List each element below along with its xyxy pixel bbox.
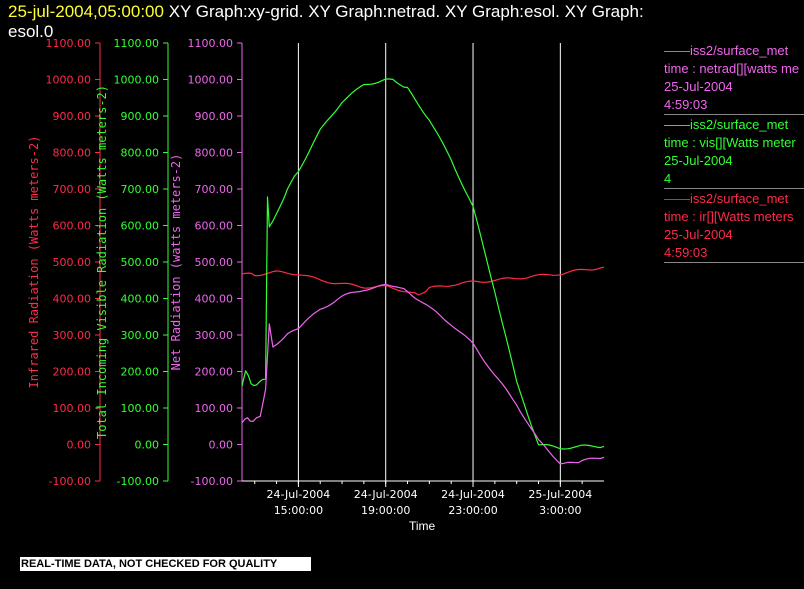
timestamp: 25-jul-2004,05:00:00 xyxy=(8,2,164,21)
y-tick-label: -100.00 xyxy=(191,475,233,488)
y-tick-label: 900.00 xyxy=(195,110,234,123)
series-ir-line xyxy=(241,266,605,296)
x-tick-label-time: 19:00:00 xyxy=(361,504,410,517)
legend-entry-vis: ——iss2/surface_met time : vis[][Watts me… xyxy=(664,116,804,189)
y-tick-label: 900.00 xyxy=(53,110,92,123)
legend-variable: time : netrad[][watts me xyxy=(664,61,800,76)
y-tick-label: 1000.00 xyxy=(46,74,92,87)
y-tick-label: 300.00 xyxy=(53,329,92,342)
y-tick-label: 200.00 xyxy=(53,366,92,379)
y-tick-label: 0.00 xyxy=(67,439,92,452)
legend-time: 4:59:03 xyxy=(664,245,708,260)
graph-title-line2: esol.0 xyxy=(8,22,54,41)
y-tick-label: -100.00 xyxy=(49,475,91,488)
x-tick-label-time: 3:00:00 xyxy=(539,504,581,517)
series-vis-line xyxy=(241,78,605,450)
y-tick-label: 600.00 xyxy=(53,220,92,233)
graph-title: 25-jul-2004,05:00:00 XY Graph:xy-grid. X… xyxy=(8,2,788,42)
y-axis-label-0: Infrared Radiation (Watts meters-2) xyxy=(27,136,41,389)
legend-time: 4:59:03 xyxy=(664,97,708,112)
legend-date: 25-Jul-2004 xyxy=(664,79,733,94)
y-tick-label: 100.00 xyxy=(121,402,160,415)
grid-lines xyxy=(297,43,561,481)
legend-entry-ir: ——iss2/surface_met time : ir[][Watts met… xyxy=(664,190,804,263)
y-tick-label: 400.00 xyxy=(53,293,92,306)
y-tick-label: 500.00 xyxy=(195,256,234,269)
x-tick-label-date: 24-Jul-2004 xyxy=(266,488,330,501)
y-tick-label: 200.00 xyxy=(121,366,160,379)
legend-variable: time : ir[][Watts meters xyxy=(664,209,794,224)
y-tick-label: 800.00 xyxy=(121,147,160,160)
series-netrad-line xyxy=(241,283,605,465)
axes: -100.00 0.00 100.00 200.00 300.00 400.00 500.0… xyxy=(27,37,604,517)
legend-variable: time : vis[][Watts meter xyxy=(664,135,796,150)
x-tick-label-date: 25-Jul-2004 xyxy=(528,488,592,501)
y-tick-label: 300.00 xyxy=(121,329,160,342)
x-axis-label: Time xyxy=(409,519,436,533)
y-tick-label: 600.00 xyxy=(195,220,234,233)
y-tick-label: 300.00 xyxy=(195,329,234,342)
y-tick-label: 1100.00 xyxy=(188,37,234,50)
y-tick-label: 100.00 xyxy=(53,402,92,415)
y-tick-label: 700.00 xyxy=(121,183,160,196)
y-tick-label: 1000.00 xyxy=(114,74,160,87)
y-tick-label: 100.00 xyxy=(195,402,234,415)
y-tick-label: 400.00 xyxy=(195,293,234,306)
x-tick-label-time: 23:00:00 xyxy=(448,504,497,517)
qc-notice: REAL-TIME DATA, NOT CHECKED FOR QUALITY xyxy=(20,557,311,571)
legend-date: 25-Jul-2004 xyxy=(664,153,733,168)
y-tick-label: 1100.00 xyxy=(46,37,92,50)
y-tick-label: 1000.00 xyxy=(188,74,234,87)
legend-time: 4 xyxy=(664,171,672,186)
graph-title-rest: XY Graph:xy-grid. XY Graph:netrad. XY Gr… xyxy=(163,2,644,21)
x-tick-label-date: 24-Jul-2004 xyxy=(441,488,505,501)
y-tick-label: 700.00 xyxy=(195,183,234,196)
y-tick-label: 800.00 xyxy=(195,147,234,160)
y-axis-label-1: Total Incoming Visible Radiation (Watts … xyxy=(95,85,109,439)
y-tick-label: 700.00 xyxy=(53,183,92,196)
y-tick-label: 500.00 xyxy=(53,256,92,269)
legend-entry-netrad: ——iss2/surface_met time : netrad[][watts… xyxy=(664,42,804,115)
y-tick-label: -100.00 xyxy=(117,475,159,488)
y-tick-label: 600.00 xyxy=(121,220,160,233)
y-tick-label: 500.00 xyxy=(121,256,160,269)
y-tick-label: 900.00 xyxy=(121,110,160,123)
legend-source: ——iss2/surface_met xyxy=(664,43,789,58)
y-tick-label: 1100.00 xyxy=(114,37,160,50)
y-tick-label: 0.00 xyxy=(209,439,234,452)
x-tick-label-date: 24-Jul-2004 xyxy=(354,488,418,501)
legend: ——iss2/surface_met time : netrad[][watts… xyxy=(664,42,804,264)
x-tick-label-time: 15:00:00 xyxy=(274,504,323,517)
y-tick-label: 0.00 xyxy=(135,439,160,452)
legend-source: ——iss2/surface_met xyxy=(664,191,789,206)
legend-source: ——iss2/surface_met xyxy=(664,117,789,132)
y-tick-label: 800.00 xyxy=(53,147,92,160)
y-axis-label-2: Net Radiation (watts meters-2) xyxy=(169,154,183,371)
y-tick-label: 200.00 xyxy=(195,366,234,379)
y-tick-label: 400.00 xyxy=(121,293,160,306)
series-lines xyxy=(241,78,605,465)
legend-date: 25-Jul-2004 xyxy=(664,227,733,242)
